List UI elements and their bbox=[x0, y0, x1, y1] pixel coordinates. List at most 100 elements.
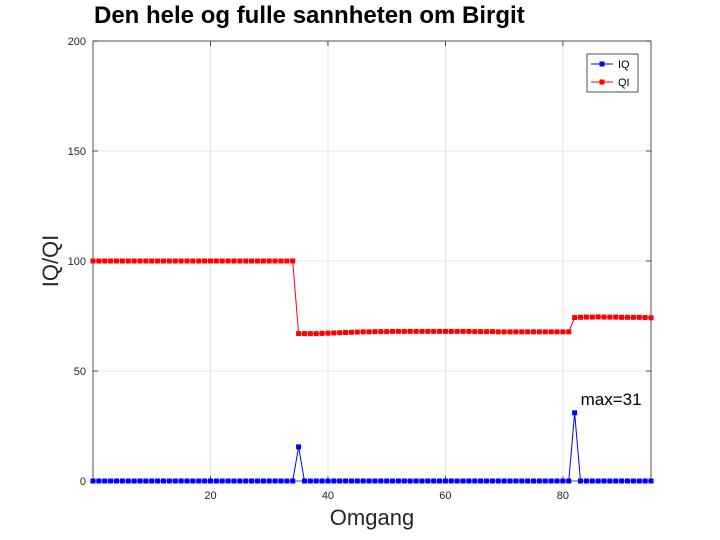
data-point bbox=[372, 329, 378, 335]
data-point bbox=[472, 329, 478, 335]
data-point bbox=[190, 258, 196, 264]
data-point bbox=[548, 329, 554, 335]
data-point bbox=[413, 328, 419, 334]
data-point bbox=[484, 329, 490, 335]
data-point bbox=[466, 328, 472, 334]
data-point bbox=[243, 258, 249, 264]
data-point bbox=[272, 258, 278, 264]
data-point bbox=[425, 328, 431, 334]
data-point bbox=[525, 329, 531, 335]
data-point bbox=[513, 329, 519, 335]
data-point bbox=[384, 329, 390, 335]
data-point bbox=[642, 315, 648, 321]
data-point bbox=[390, 478, 396, 484]
data-point bbox=[131, 478, 137, 484]
data-point bbox=[495, 478, 501, 484]
data-point bbox=[96, 258, 102, 264]
y-tick-label: 0 bbox=[80, 476, 86, 488]
data-point bbox=[542, 478, 548, 484]
data-point bbox=[172, 258, 178, 264]
data-point bbox=[143, 478, 149, 484]
chart-title: Den hele og fulle sannheten om Birgit bbox=[94, 2, 525, 29]
series-line-iq bbox=[93, 412, 651, 482]
y-tick-label: 100 bbox=[68, 256, 86, 268]
data-point bbox=[642, 478, 648, 484]
data-point bbox=[578, 478, 584, 484]
data-point bbox=[390, 328, 396, 334]
data-point bbox=[313, 331, 319, 337]
data-point bbox=[636, 314, 642, 320]
data-point bbox=[90, 478, 96, 484]
data-point bbox=[407, 478, 413, 484]
data-point bbox=[448, 478, 454, 484]
legend-marker bbox=[599, 79, 605, 85]
data-point bbox=[225, 478, 231, 484]
data-point bbox=[460, 478, 466, 484]
data-point bbox=[589, 314, 595, 320]
data-point bbox=[166, 478, 172, 484]
data-point bbox=[137, 478, 143, 484]
data-point bbox=[431, 478, 437, 484]
data-point bbox=[313, 478, 319, 484]
data-point bbox=[301, 478, 307, 484]
data-point bbox=[583, 478, 589, 484]
annotations: max=31 bbox=[581, 390, 642, 409]
data-point bbox=[495, 329, 501, 335]
data-point bbox=[325, 478, 331, 484]
data-point bbox=[249, 258, 255, 264]
series-line-qi bbox=[93, 260, 652, 335]
data-point bbox=[525, 478, 531, 484]
data-point bbox=[137, 258, 143, 264]
data-point bbox=[219, 258, 225, 264]
data-point bbox=[254, 478, 260, 484]
x-tick-label: 80 bbox=[557, 490, 569, 502]
data-point bbox=[401, 478, 407, 484]
data-point bbox=[243, 478, 249, 484]
data-point bbox=[90, 258, 96, 264]
series-points-iq bbox=[90, 410, 654, 484]
data-point bbox=[648, 478, 654, 484]
data-point bbox=[437, 328, 443, 334]
data-point bbox=[231, 258, 237, 264]
legend-label: QI bbox=[618, 77, 630, 89]
data-point bbox=[630, 478, 636, 484]
data-point bbox=[219, 478, 225, 484]
data-point bbox=[378, 478, 384, 484]
data-point bbox=[119, 478, 125, 484]
data-point bbox=[519, 329, 525, 335]
data-point bbox=[254, 258, 260, 264]
data-point bbox=[372, 478, 378, 484]
data-point bbox=[237, 258, 243, 264]
data-point bbox=[419, 328, 425, 334]
data-point bbox=[454, 328, 460, 334]
ticks: 20 40 60 80 0 50 100 150 200 bbox=[68, 36, 651, 502]
data-point bbox=[583, 314, 589, 320]
data-point bbox=[113, 478, 119, 484]
data-point bbox=[125, 258, 131, 264]
x-axis-label: Omgang bbox=[330, 505, 414, 530]
data-point bbox=[478, 329, 484, 335]
legend-item-qi: QI bbox=[591, 77, 630, 89]
data-point bbox=[384, 478, 390, 484]
data-point bbox=[607, 314, 613, 320]
legend-item-iq: IQ bbox=[591, 59, 630, 71]
data-point bbox=[319, 330, 325, 336]
data-point bbox=[407, 328, 413, 334]
data-point bbox=[572, 315, 578, 321]
data-point bbox=[466, 478, 472, 484]
data-point bbox=[149, 258, 155, 264]
data-point bbox=[266, 478, 272, 484]
data-point bbox=[196, 478, 202, 484]
data-point bbox=[489, 478, 495, 484]
data-point bbox=[96, 478, 102, 484]
data-point bbox=[337, 478, 343, 484]
data-point bbox=[366, 478, 372, 484]
data-point bbox=[501, 329, 507, 335]
series-markers bbox=[90, 258, 654, 484]
data-point bbox=[566, 329, 572, 335]
data-point bbox=[607, 478, 613, 484]
data-point bbox=[102, 478, 108, 484]
data-point bbox=[431, 328, 437, 334]
data-point bbox=[507, 478, 513, 484]
